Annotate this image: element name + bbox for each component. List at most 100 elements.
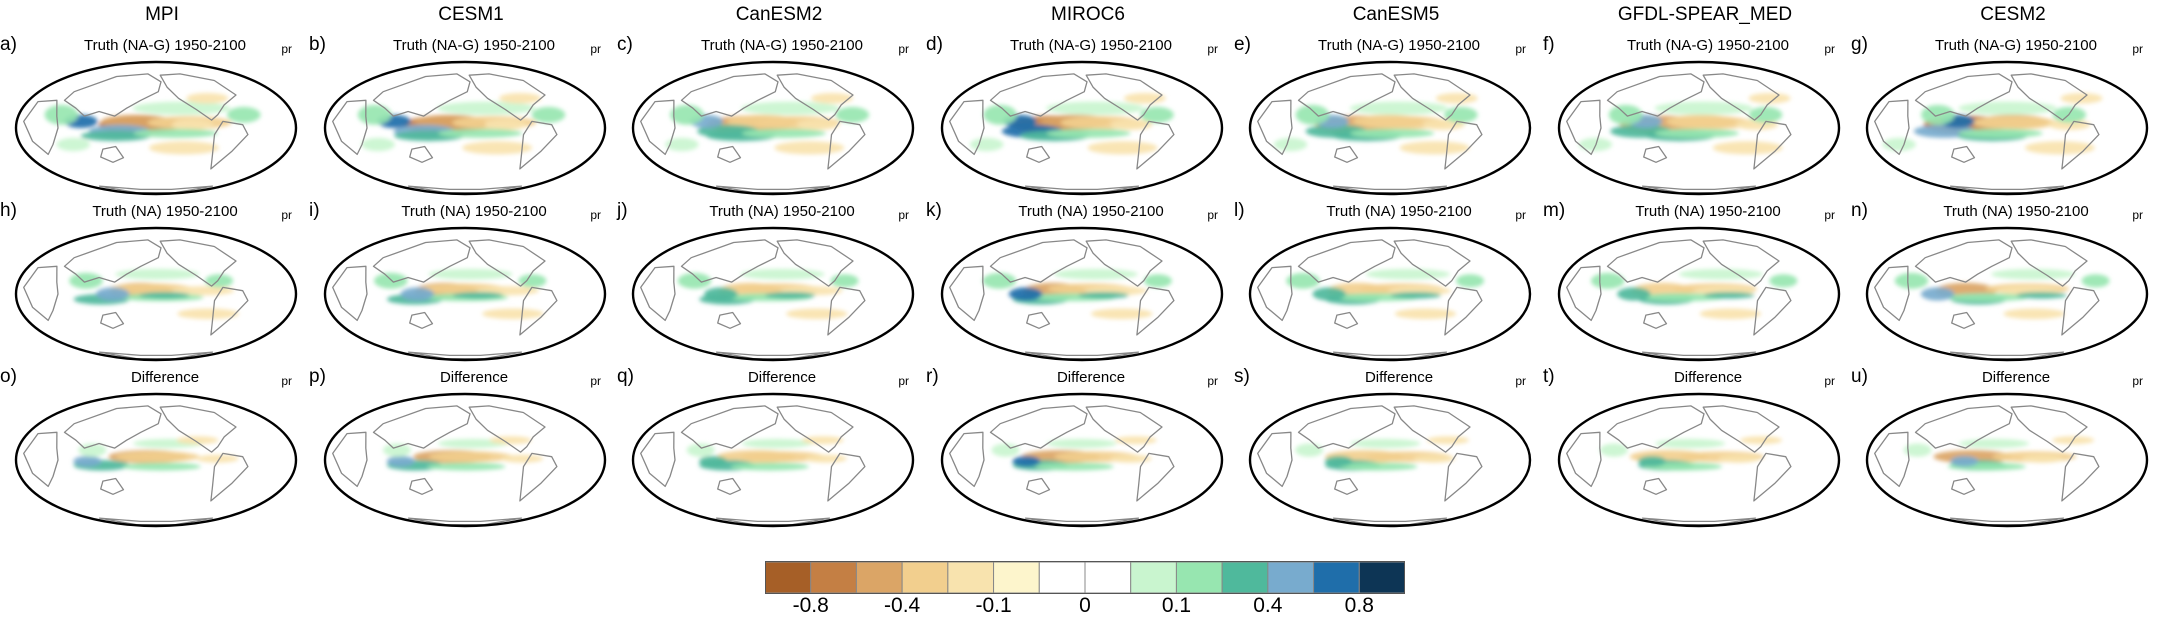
- anomaly-blob: [1748, 106, 1783, 123]
- map-panel: c) Truth (NA-G) 1950-2100 pr: [617, 24, 917, 204]
- map-panel: j) Truth (NA) 1950-2100 pr: [617, 190, 917, 370]
- colorbar-swatch: [1038, 561, 1086, 594]
- panel-title: Truth (NA-G) 1950-2100: [1009, 37, 1172, 54]
- anomaly-blob: [115, 268, 200, 280]
- anomaly-blob: [1991, 268, 2076, 280]
- anomaly-field: [665, 93, 870, 155]
- anomaly-blob: [835, 106, 870, 123]
- map-outline: [940, 226, 1224, 362]
- robinson-map: [940, 392, 1224, 528]
- anomaly-blob: [1617, 287, 1651, 301]
- column-title: MIROC6: [1051, 4, 1125, 25]
- colorbar-swatch: [947, 561, 995, 594]
- anomaly-field: [1295, 436, 1469, 471]
- anomaly-field: [686, 436, 847, 471]
- variable-label: pr: [281, 374, 292, 388]
- map-panel: e) Truth (NA-G) 1950-2100 pr: [1234, 24, 1534, 204]
- anomaly-blob: [1046, 128, 1131, 138]
- map-outline: [1865, 60, 2149, 196]
- coastline-n-america: [1702, 239, 1780, 287]
- anomaly-blob: [428, 451, 513, 462]
- colorbar-tick-label: 0.1: [1161, 594, 1192, 617]
- anomaly-blob: [1950, 456, 1979, 467]
- coastline-africa: [1566, 265, 1602, 322]
- anomaly-blob: [1350, 438, 1421, 449]
- panel-title: Truth (NA-G) 1950-2100: [700, 37, 863, 54]
- map-outline: [940, 60, 1224, 196]
- coastline-n-america: [159, 405, 237, 453]
- panel-letter: e): [1234, 34, 1251, 55]
- coastline-australia: [717, 145, 742, 163]
- anomaly-blob: [665, 137, 699, 152]
- coastline-s-america: [827, 452, 866, 502]
- coastline-n-america: [776, 405, 854, 453]
- anomaly-blob: [1668, 116, 1753, 130]
- anomaly-blob: [2003, 308, 2065, 320]
- panel-title: Truth (NA-G) 1950-2100: [83, 37, 246, 54]
- map-outline: [631, 60, 915, 196]
- anomaly-blob: [205, 274, 234, 288]
- panel-title: Truth (NA) 1950-2100: [709, 203, 855, 220]
- panel-title: Truth (NA) 1950-2100: [92, 203, 238, 220]
- colorbar-tick-label: 0.8: [1344, 594, 1374, 617]
- panel-title: Truth (NA-G) 1950-2100: [1317, 37, 1480, 54]
- anomaly-blob: [741, 438, 812, 449]
- map-outline: [1557, 392, 1841, 528]
- anomaly-blob: [786, 308, 848, 320]
- anomaly-blob: [969, 137, 1004, 152]
- coastline-n-america: [1393, 239, 1471, 287]
- coastline-s-america: [1136, 120, 1175, 170]
- coastline-asia: [1606, 239, 1705, 283]
- anomaly-blob: [704, 287, 738, 301]
- colorbar-swatch: [1221, 561, 1269, 594]
- panel-title: Difference: [1981, 369, 2051, 386]
- variable-label: pr: [898, 42, 909, 56]
- coastline-australia: [1334, 311, 1359, 329]
- map-panel: s) Difference pr: [1234, 356, 1534, 536]
- colorbar-tick-label: 0.4: [1253, 594, 1283, 617]
- anomaly-blob: [400, 287, 435, 301]
- coastline-asia: [989, 73, 1088, 117]
- anomaly-blob: [1394, 308, 1457, 320]
- variable-label: pr: [590, 42, 601, 56]
- coastline-asia: [1914, 73, 2013, 117]
- coastline-australia: [409, 477, 434, 495]
- coastline-asia: [372, 405, 471, 449]
- coastline-asia: [63, 405, 162, 449]
- anomaly-blob: [1035, 462, 1114, 471]
- colorbar-swatch: [1358, 561, 1405, 594]
- coastline-australia: [1951, 145, 1976, 163]
- robinson-map: [14, 392, 298, 528]
- anomaly-blob: [1312, 287, 1346, 301]
- anomaly-blob: [108, 283, 193, 294]
- anomaly-blob: [501, 454, 544, 463]
- panel-letter: h): [0, 200, 17, 221]
- anomaly-blob: [1599, 443, 1628, 457]
- map-outline: [1248, 226, 1532, 362]
- anomaly-blob: [1435, 93, 1478, 104]
- anomaly-blob: [991, 443, 1020, 457]
- coastline-n-america: [776, 73, 854, 121]
- coastline-australia: [1334, 477, 1359, 495]
- coastline-s-america: [1444, 286, 1483, 336]
- anomaly-field: [383, 436, 544, 471]
- coastline-asia: [1297, 239, 1396, 283]
- coastline-s-america: [827, 120, 866, 170]
- map-panel: l) Truth (NA) 1950-2100 pr: [1234, 190, 1534, 370]
- anomaly-blob: [462, 141, 533, 155]
- colorbar-swatch: [765, 561, 812, 594]
- variable-label: pr: [281, 208, 292, 222]
- anomaly-blob: [1339, 462, 1418, 471]
- anomaly-blob: [797, 119, 839, 130]
- coastline-africa: [332, 265, 368, 322]
- robinson-map: [1557, 392, 1841, 528]
- coastline-asia: [372, 239, 471, 283]
- anomaly-blob: [177, 308, 239, 320]
- anomaly-blob: [1109, 454, 1152, 463]
- anomaly-blob: [730, 462, 810, 471]
- coastline-africa: [1874, 431, 1910, 488]
- panel-title: Truth (NA) 1950-2100: [401, 203, 547, 220]
- panel-title: Difference: [747, 369, 817, 386]
- anomaly-blob: [1413, 454, 1456, 463]
- anomaly-blob: [1972, 116, 2057, 130]
